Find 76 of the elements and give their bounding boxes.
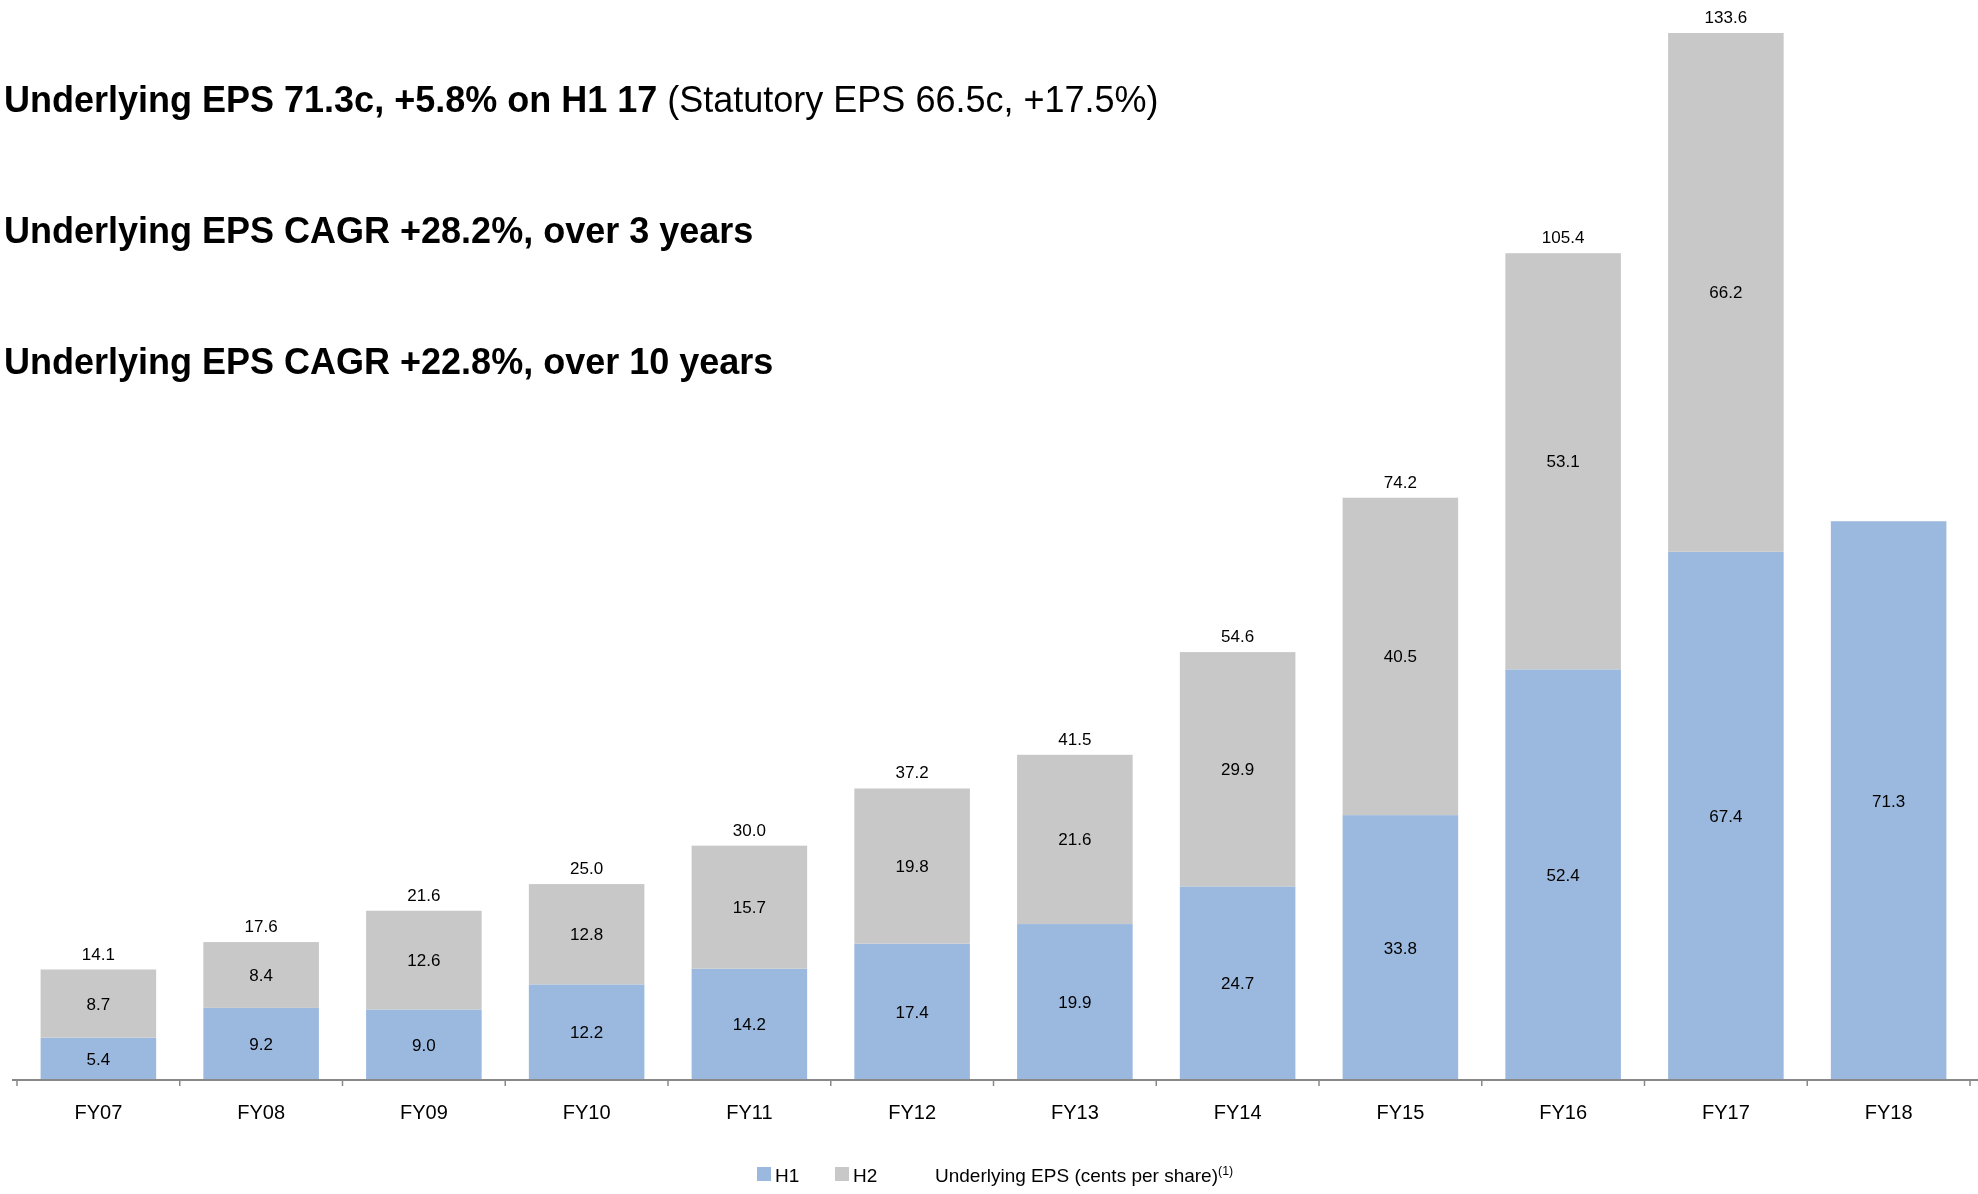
annotation: (Statutory EPS 66.5c, +17.5%) [667,79,1159,120]
total-label: 17.6 [244,917,278,937]
data-label: 53.1 [1546,452,1580,472]
data-label: 66.2 [1709,283,1743,303]
total-label: 74.2 [1383,472,1417,492]
total-label: 14.1 [81,944,115,964]
legend-label: H1 [775,1165,800,1186]
bar [691,845,808,969]
annotation: Underlying EPS 71.3c, +5.8% on H1 17 [4,79,658,120]
annotation: Underlying EPS CAGR +28.2%, over 3 years [4,210,754,251]
bar [691,968,808,1080]
x-tick-label: FY07 [74,1101,123,1123]
bar [1179,886,1296,1080]
bar [528,884,645,985]
legend-label: H2 [853,1165,878,1186]
total-label: 133.6 [1704,8,1748,27]
x-tick-label: FY16 [1539,1101,1588,1123]
bar [1668,33,1784,552]
data-label: 52.4 [1546,865,1580,885]
bar [854,788,970,944]
bar [366,910,482,1010]
total-label: 30.0 [732,820,766,840]
data-label: 8.4 [249,965,273,985]
x-tick-label: FY14 [1213,1101,1262,1123]
bar [528,984,645,1080]
data-label: 71.3 [1872,791,1906,811]
bar [40,1037,157,1080]
bar [1017,754,1133,925]
data-label: 12.8 [570,925,604,945]
bar [1179,652,1296,887]
x-tick-label: FY12 [888,1101,937,1123]
annotation: Underlying EPS CAGR +22.8%, over 10 years [4,341,774,382]
data-label: 67.4 [1709,806,1743,826]
data-label: 15.7 [732,898,766,918]
bar [854,943,970,1080]
total-label: 37.2 [895,763,929,783]
data-label: 24.7 [1221,974,1255,994]
data-label: 12.2 [570,1023,604,1043]
x-tick-label: FY18 [1864,1101,1913,1123]
data-label: 40.5 [1383,647,1417,667]
bar [1505,669,1621,1080]
total-label: 105.4 [1541,228,1585,248]
bar [1342,497,1459,816]
data-label: 17.4 [895,1002,929,1022]
data-label: 33.8 [1383,938,1417,958]
data-label: 19.9 [1058,993,1092,1013]
bar [203,942,319,1008]
x-tick-label: FY08 [237,1101,286,1123]
total-label: 25.0 [570,859,604,879]
data-label: 19.8 [895,857,929,877]
total-label: 41.5 [1058,729,1092,749]
total-label: 54.6 [1221,627,1255,647]
data-label: 29.9 [1221,760,1255,780]
bar [40,969,157,1038]
data-label: 21.6 [1058,830,1092,850]
data-label: 12.6 [407,951,441,971]
x-axis-title: Underlying EPS (cents per share)$^{(1)}$ [935,1164,1234,1186]
data-label: 5.4 [86,1049,111,1069]
bar [203,1007,319,1080]
bar [1342,815,1459,1080]
data-label: 8.7 [86,994,111,1014]
data-label: 9.0 [412,1035,436,1055]
bar [1668,551,1784,1080]
bar [366,1009,482,1080]
x-tick-label: FY11 [726,1101,773,1123]
x-tick-label: FY17 [1701,1101,1750,1123]
bar [1505,253,1621,670]
bar [1017,924,1133,1080]
total-label: 21.6 [407,885,441,905]
x-tick-label: FY10 [562,1101,611,1123]
x-tick-label: FY09 [399,1101,448,1123]
x-tick-label: FY15 [1376,1101,1425,1123]
x-tick-label: FY13 [1050,1101,1099,1123]
data-label: 9.2 [249,1034,273,1054]
bar [1830,521,1947,1080]
data-label: 14.2 [732,1015,766,1035]
